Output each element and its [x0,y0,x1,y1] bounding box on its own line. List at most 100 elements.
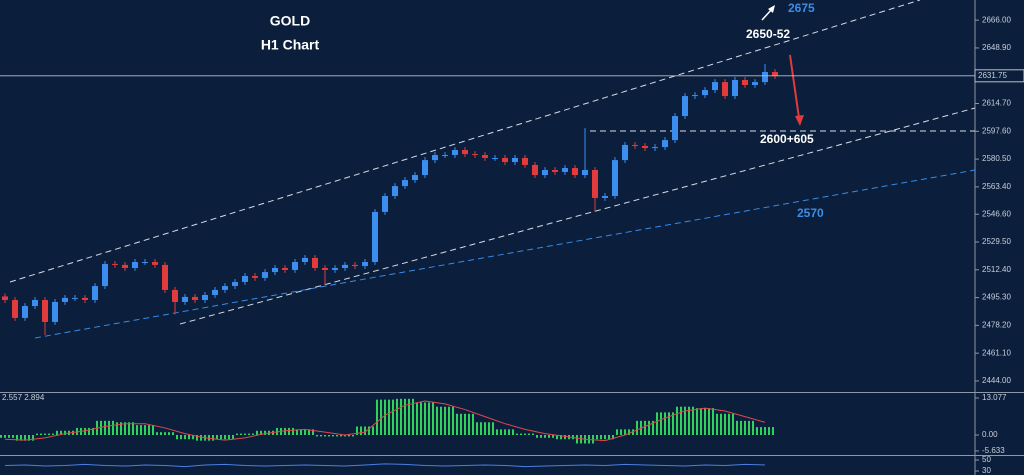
histogram-bar [592,435,594,444]
histogram-bar [228,435,230,440]
histogram-bar [400,398,402,436]
histogram-bar [612,435,614,440]
histogram-bar [396,398,398,436]
histogram-bar [596,435,598,440]
histogram-bar [560,435,562,440]
down-arrow-head [795,115,804,126]
histogram-bar [376,399,378,436]
histogram-bar [352,435,354,437]
histogram-bar [760,427,762,436]
candle-body [572,168,578,176]
histogram-bar [52,433,54,436]
histogram-bar [772,427,774,436]
indicator-label: 2.557 2.894 [2,393,45,402]
candle-body [482,155,488,158]
histogram-bar [216,435,218,440]
candle-body [242,275,248,282]
histogram-bar [364,426,366,436]
histogram-bar [492,422,494,436]
candle-body [352,264,358,267]
histogram-bar [248,433,250,436]
candle-body [592,169,598,198]
candle-body [602,196,608,198]
candle-body [52,301,58,322]
histogram-bar [380,399,382,436]
candle-body [322,267,328,270]
candle-body [192,296,198,301]
candle-body [82,297,88,301]
candle-body [232,281,238,287]
annotation: 2570 [797,206,824,220]
histogram-bar [460,413,462,436]
histogram-bar [520,433,522,436]
annotation: 2675 [788,1,815,15]
histogram-bar [580,435,582,444]
candle-body [752,82,758,85]
candle-body [722,82,728,97]
histogram-bar [256,430,258,436]
candle-body [62,297,68,302]
y-tick-label: 2478.20 [982,320,1011,329]
histogram-bar [736,420,738,436]
histogram-bar [684,406,686,436]
histogram-bar [296,429,298,436]
candle-body [432,155,438,161]
histogram-bar [128,422,130,436]
histogram-bar [240,433,242,436]
histogram-bar [732,413,734,436]
candle-body [462,150,468,155]
histogram-bar [332,435,334,437]
candle-body [712,82,718,91]
candle-body [692,95,698,97]
histogram-bar [440,406,442,436]
histogram-bar [156,432,158,436]
histogram-bar [244,433,246,436]
y-tick-label: 2444.00 [982,376,1011,385]
candle-body [172,289,178,302]
histogram-bar [416,402,418,436]
candle-body [122,264,128,268]
histogram-bar [644,420,646,436]
histogram-bar [320,435,322,437]
histogram-bar [600,435,602,440]
histogram-bar [716,413,718,436]
y-tick-label: 30 [982,466,991,475]
histogram-bar [12,435,14,438]
histogram-bar [356,426,358,436]
histogram-bar [752,420,754,436]
down-arrow [789,54,800,119]
histogram-bar [44,433,46,436]
histogram-bar [456,413,458,436]
histogram-bar [516,433,518,436]
candle-body [732,79,738,97]
histogram-bar [420,402,422,436]
y-tick-label: 2666.00 [982,15,1011,24]
candle-body [2,296,8,301]
candle-body [222,286,228,290]
histogram-bar [484,422,486,436]
histogram-bar [32,435,34,441]
oscillator-line [4,463,766,468]
annotation: 2650-52 [746,27,790,41]
histogram-bar [152,425,154,436]
trendlines [9,0,976,339]
histogram-bar [740,420,742,436]
histogram-bar [180,435,182,440]
histogram-bar [160,432,162,436]
candle-body [442,155,448,157]
histogram-bar [744,420,746,436]
histogram-bar [448,406,450,436]
up-arrow-head [768,5,775,13]
candle-body [622,144,628,161]
histogram-bar [652,420,654,436]
histogram-bar [628,429,630,436]
histogram-bar [548,435,550,438]
histogram-bar [532,433,534,436]
candle-body [422,160,428,176]
histogram-bar [28,435,30,441]
candle-body [312,257,318,268]
histogram-bar [252,433,254,436]
histogram-bar [480,422,482,436]
histogram-bar [488,422,490,436]
